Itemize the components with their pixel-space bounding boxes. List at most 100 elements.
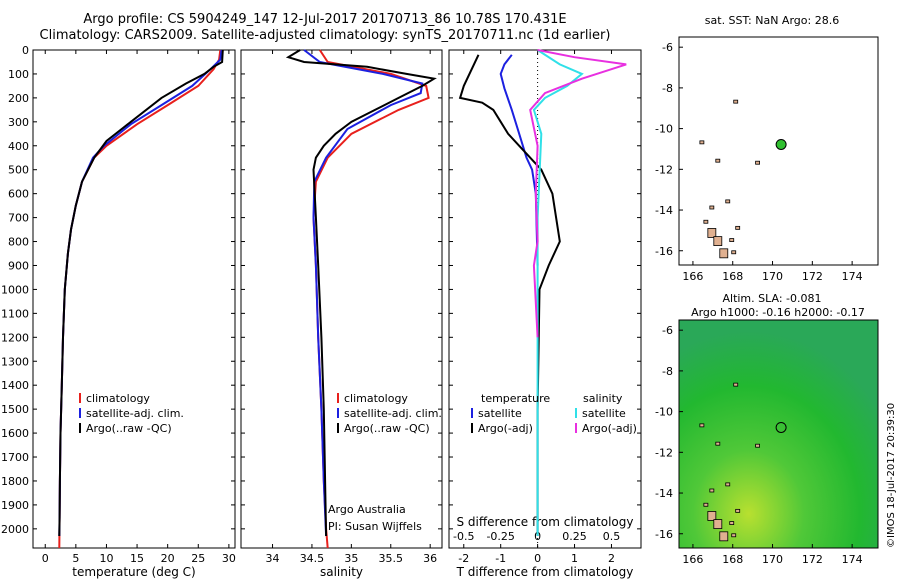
map-x-tick-label: 166 (682, 553, 703, 566)
island-shape (735, 508, 741, 513)
y-tick-label: 1600 (1, 427, 29, 440)
legend-label-salinity: Argo(-adj) (582, 422, 637, 435)
series-line-salinity-satellite (532, 49, 584, 536)
legend-label: climatology (86, 392, 150, 405)
legend-label: satellite-adj. clim. (86, 407, 184, 420)
x-tick-label: 36 (423, 552, 437, 565)
x-tick-label-top: -0.25 (486, 530, 514, 543)
x-tick-label: 34.5 (300, 552, 325, 565)
y-tick-label: 300 (8, 116, 29, 129)
map-y-tick-label: -6 (662, 41, 673, 54)
y-tick-label: 1700 (1, 451, 29, 464)
island-shape (733, 99, 739, 104)
title-line-1: Argo profile: CS 5904249_147 12-Jul-2017… (83, 12, 567, 27)
island-shape (709, 488, 715, 493)
map-y-tick-label: -10 (655, 123, 673, 136)
x-tick-label-top: -0.5 (453, 530, 474, 543)
map-y-tick-label: -12 (655, 446, 673, 459)
panel-frame-salinity (240, 49, 443, 549)
map-x-tick-label: 174 (842, 270, 863, 283)
island-shape (755, 443, 760, 448)
map-title: sat. SST: NaN Argo: 28.6 (705, 14, 839, 27)
credit-label: Argo Australia (328, 503, 406, 516)
map-y-tick-label: -14 (655, 204, 673, 217)
map-y-tick-label: -10 (655, 406, 673, 419)
x-tick-label-top: 0.25 (562, 530, 587, 543)
island-shape (707, 511, 717, 521)
y-tick-label: 2000 (1, 523, 29, 536)
island-shape (699, 423, 705, 428)
island-shape (733, 382, 739, 387)
map-x-tick-label: 168 (722, 553, 743, 566)
y-tick-label: 1100 (1, 307, 29, 320)
legend-label-temperature: satellite (478, 407, 522, 420)
map-y-tick-label: -12 (655, 163, 673, 176)
y-tick-label: 700 (8, 212, 29, 225)
y-tick-label: 1300 (1, 355, 29, 368)
map-frame-sst_map (678, 36, 879, 266)
y-tick-label: 1900 (1, 499, 29, 512)
island-shape (731, 250, 737, 255)
island-shape (699, 140, 705, 145)
y-tick-label: 200 (8, 92, 29, 105)
x-tick-label: -1 (495, 552, 506, 565)
y-tick-label: 1400 (1, 379, 29, 392)
legend-label-temperature: Argo(-adj) (478, 422, 533, 435)
y-tick-label: 1800 (1, 475, 29, 488)
x-tick-label: 2 (608, 552, 615, 565)
y-tick-label: 0 (22, 44, 29, 57)
map-subtitle: Argo h1000: -0.16 h2000: -0.17 (691, 306, 865, 319)
legend-label-salinity: salinity (583, 392, 623, 405)
map-x-tick-label: 172 (802, 553, 823, 566)
map-y-tick-label: -16 (655, 528, 673, 541)
map-x-tick-label: 170 (762, 270, 783, 283)
y-tick-label: 400 (8, 140, 29, 153)
series-line-salinity-argo-adj- (529, 49, 627, 338)
panel-frame-temperature (32, 49, 236, 549)
island-shape (703, 219, 709, 224)
series-line-argo-raw-qc- (285, 49, 437, 537)
island-shape (725, 199, 731, 204)
x-tick-label: 0 (534, 552, 541, 565)
x-axis-label: temperature (deg C) (72, 565, 195, 579)
x-tick-label: 5 (72, 552, 79, 565)
map-y-tick-label: -14 (655, 487, 673, 500)
legend-label-salinity: satellite (582, 407, 626, 420)
panel-frame-difference (448, 49, 642, 549)
x-tick-label-top: 0 (534, 530, 541, 543)
x-tick-label: 35.5 (379, 552, 404, 565)
y-tick-label: 600 (8, 188, 29, 201)
island-shape (729, 238, 735, 242)
island-shape (725, 482, 731, 487)
argo-location-marker (775, 138, 787, 150)
map-y-tick-label: -8 (662, 82, 673, 95)
y-tick-label: 800 (8, 236, 29, 249)
island-shape (719, 531, 729, 542)
series-line-temperature-argo-adj- (458, 54, 561, 536)
x-tick-label: -2 (458, 552, 469, 565)
legend-label: satellite-adj. clim. (344, 407, 442, 420)
x-tick-label: 1 (571, 552, 578, 565)
legend-label: Argo(..raw -QC) (86, 422, 172, 435)
y-tick-label: 500 (8, 164, 29, 177)
legend-label: climatology (344, 392, 408, 405)
island-shape (735, 225, 741, 230)
map-x-tick-label: 168 (722, 270, 743, 283)
legend-label-temperature: temperature (481, 392, 550, 405)
island-shape (707, 228, 717, 238)
series-line-satellite-adj-clim- (303, 49, 424, 537)
y-tick-label: 1200 (1, 331, 29, 344)
map-x-tick-label: 166 (682, 270, 703, 283)
map-y-tick-label: -8 (662, 365, 673, 378)
island-shape (703, 502, 709, 507)
x-tick-label: 25 (191, 552, 205, 565)
y-tick-label: 1500 (1, 403, 29, 416)
x-tick-label: 34 (266, 552, 280, 565)
map-x-tick-label: 172 (802, 270, 823, 283)
map-y-tick-label: -16 (655, 245, 673, 258)
island-shape (755, 160, 760, 165)
island-shape (715, 441, 721, 446)
island-shape (709, 205, 715, 210)
y-tick-label: 100 (8, 68, 29, 81)
